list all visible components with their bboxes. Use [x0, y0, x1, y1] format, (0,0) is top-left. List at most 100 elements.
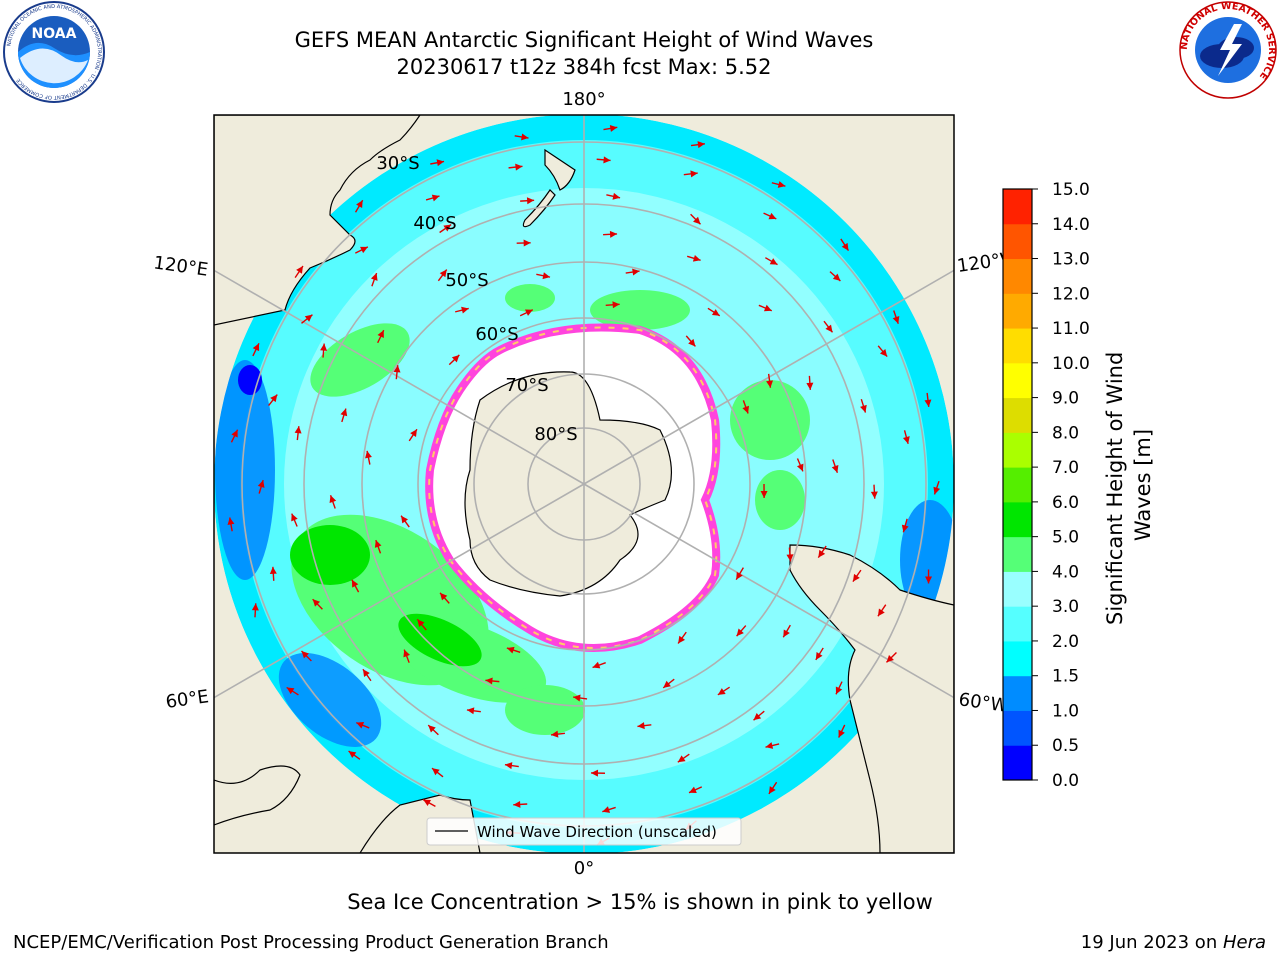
- wind-arrow: [677, 631, 687, 644]
- australia-landmass: [214, 115, 421, 326]
- wind-arrow: [427, 724, 439, 736]
- wind-arrow: [257, 479, 265, 494]
- wind-arrow: [870, 484, 878, 499]
- lon-label-60e: 60°E: [164, 686, 210, 713]
- colorbar-tick-label: 14.0: [1052, 215, 1090, 235]
- wind-arrow: [516, 239, 531, 247]
- wind-arrow: [466, 707, 481, 715]
- south-america-landmass: [789, 544, 954, 853]
- wind-arrow: [230, 429, 239, 443]
- wind-arrow: [835, 681, 843, 695]
- wind-arrow: [602, 806, 616, 813]
- wind-arrow: [596, 156, 611, 164]
- lat-label-80s: 80°S: [534, 424, 577, 445]
- wind-arrow: [685, 335, 696, 347]
- wind-arrow: [603, 230, 618, 238]
- colorbar-segment: [1003, 397, 1032, 433]
- colorbar-segment: [1003, 293, 1032, 329]
- lon-label-60w: 60°W: [957, 689, 1009, 717]
- wind-arrow: [294, 265, 304, 279]
- wind-arrow: [291, 513, 298, 527]
- wind-arrow: [294, 426, 302, 441]
- colorbar-tick-label: 4.0: [1052, 562, 1079, 582]
- colorbar-segment: [1003, 606, 1032, 642]
- wind-arrow: [831, 459, 839, 473]
- antarctica-landmass: [464, 371, 673, 597]
- colorbar-tick-label: 9.0: [1052, 389, 1079, 409]
- wind-arrow: [340, 408, 348, 423]
- wind-arrow: [573, 694, 588, 702]
- noaa-logo-icon: NOAA NATIONAL OCEANIC AND ATMOSPHERIC AD…: [3, 1, 105, 103]
- colorbar-segment: [1003, 710, 1032, 746]
- wind-arrow: [251, 603, 259, 618]
- wind-arrow: [329, 495, 337, 509]
- wind-arrow: [514, 133, 529, 141]
- madagascar-landmass: [214, 765, 301, 826]
- lat-label-70s: 70°S: [505, 375, 548, 396]
- wind-arrow: [354, 246, 369, 254]
- wind-arrow: [662, 678, 675, 689]
- colorbar-segment: [1003, 675, 1032, 711]
- wind-arrow: [823, 320, 834, 333]
- colorbar-tick-label: 0.0: [1052, 771, 1079, 791]
- wind-arrow: [365, 450, 372, 465]
- wind-arrow: [431, 767, 444, 778]
- wind-arrow: [362, 668, 372, 682]
- wind-arrow: [717, 686, 730, 696]
- colorbar-tick-label: 11.0: [1052, 319, 1090, 339]
- wind-arrow: [690, 141, 705, 149]
- wind-arrow: [605, 301, 620, 309]
- wind-arrow: [742, 400, 750, 414]
- wind-arrow: [485, 677, 500, 685]
- wind-arrow: [625, 268, 640, 276]
- wind-arrow: [885, 652, 897, 663]
- colorbar-tick-label: 13.0: [1052, 250, 1090, 270]
- wind-arrow: [377, 329, 385, 344]
- wind-arrow: [901, 518, 909, 533]
- wind-arrow: [425, 194, 440, 202]
- colorbar-segment: [1003, 536, 1032, 572]
- wind-arrow: [924, 392, 932, 407]
- wind-arrow: [269, 566, 277, 581]
- wind-arrow: [760, 483, 768, 499]
- lat-label-30s: 30°S: [376, 153, 419, 174]
- wind-arrow: [688, 786, 703, 794]
- wind-arrow: [430, 159, 445, 167]
- wind-arrow: [860, 398, 867, 413]
- wind-arrow: [439, 224, 452, 234]
- lat-label-40s: 40°S: [413, 213, 456, 234]
- wind-arrow: [686, 254, 701, 262]
- wind-arrow: [852, 569, 862, 583]
- wind-arrow: [690, 213, 701, 225]
- lon-label-120e: 120°E: [152, 252, 209, 280]
- colorbar-tick-label: 5.0: [1052, 528, 1079, 548]
- wind-arrow: [765, 257, 778, 266]
- wind-arrow: [513, 800, 528, 808]
- wind-arrow: [403, 649, 410, 663]
- wind-arrow: [736, 625, 747, 637]
- wind-arrow: [603, 124, 618, 132]
- wind-arrow: [268, 394, 278, 406]
- colorbar-segment: [1003, 328, 1032, 364]
- wind-arrow: [356, 721, 370, 729]
- footer-credit: NCEP/EMC/Verification Post Processing Pr…: [13, 932, 609, 953]
- wind-arrow: [782, 624, 791, 638]
- colorbar-segment: [1003, 467, 1032, 503]
- wind-arrow: [753, 710, 765, 721]
- footer-date: 19 Jun 2023 on Hera: [1081, 932, 1266, 953]
- wind-arrow: [508, 163, 523, 171]
- colorbar-tick-label: 12.0: [1052, 284, 1090, 304]
- wind-arrow: [252, 343, 260, 357]
- colorbar-segment: [1003, 189, 1032, 225]
- wind-arrow: [815, 647, 824, 661]
- nws-logo-icon: NATIONAL WEATHER SERVICE: [1179, 1, 1277, 99]
- wind-arrow: [439, 592, 450, 604]
- wind-arrow: [840, 238, 850, 252]
- colorbar-segment: [1003, 640, 1032, 677]
- wind-arrow: [838, 724, 846, 738]
- colorbar-segment: [1003, 223, 1032, 260]
- footer-host: Hera: [1222, 932, 1266, 953]
- wind-arrow: [637, 722, 652, 730]
- wind-arrow: [902, 430, 910, 445]
